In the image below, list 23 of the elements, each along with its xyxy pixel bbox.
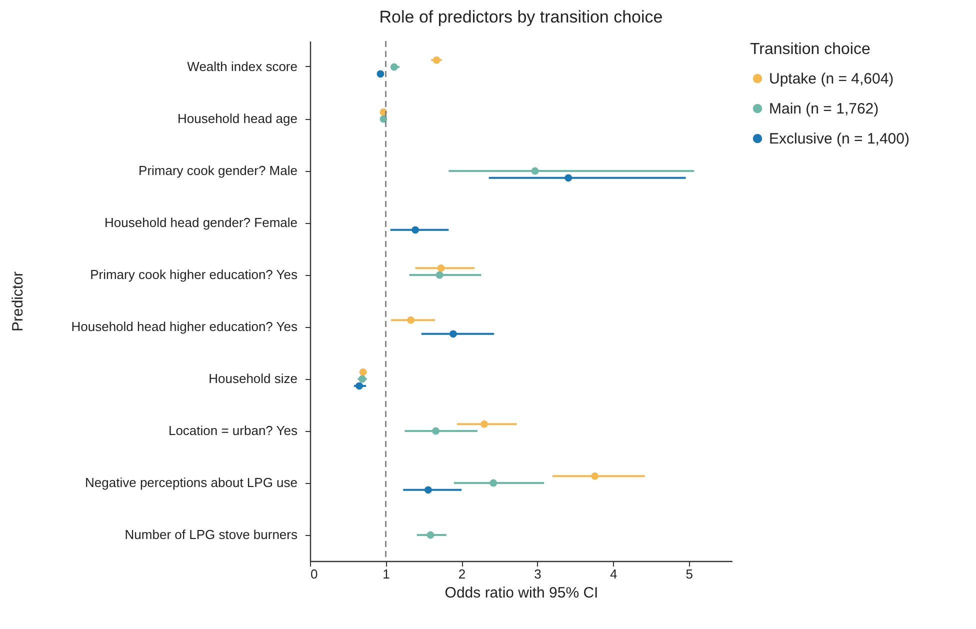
y-tick-label: Household head gender? Female	[104, 215, 298, 230]
y-tick-label: Primary cook gender? Male	[138, 163, 298, 178]
x-tick-label: 4	[610, 566, 618, 582]
y-tick-label: Wealth index score	[187, 59, 298, 74]
y-tick-label: Location = urban? Yes	[168, 423, 298, 438]
x-tick-label: 2	[458, 566, 466, 582]
y-tick-label: Number of LPG stove burners	[124, 527, 298, 542]
x-tick-label: 1	[382, 566, 390, 582]
legend-label: Main (n = 1,762)	[769, 100, 879, 118]
y-axis-title: Predictor	[10, 271, 26, 332]
y-tick-label: Negative perceptions about LPG use	[85, 475, 298, 490]
x-tick-label: 5	[686, 566, 693, 582]
legend-label: Exclusive (n = 1,400)	[769, 130, 910, 148]
x-tick-label: 3	[534, 566, 542, 582]
legend-label: Uptake (n = 4,604)	[769, 70, 894, 88]
y-tick-label: Primary cook higher education? Yes	[90, 267, 298, 282]
y-tick-label: Household head higher education? Yes	[71, 319, 298, 334]
x-axis-title: Odds ratio with 95% CI	[444, 584, 598, 602]
y-tick-label: Household size	[208, 371, 298, 386]
x-tick-label: 0	[310, 566, 318, 582]
y-tick-label: Household head age	[178, 111, 298, 126]
legend-title: Transition choice	[750, 41, 870, 58]
chart-title: Role of predictors by transition choice	[379, 7, 663, 26]
